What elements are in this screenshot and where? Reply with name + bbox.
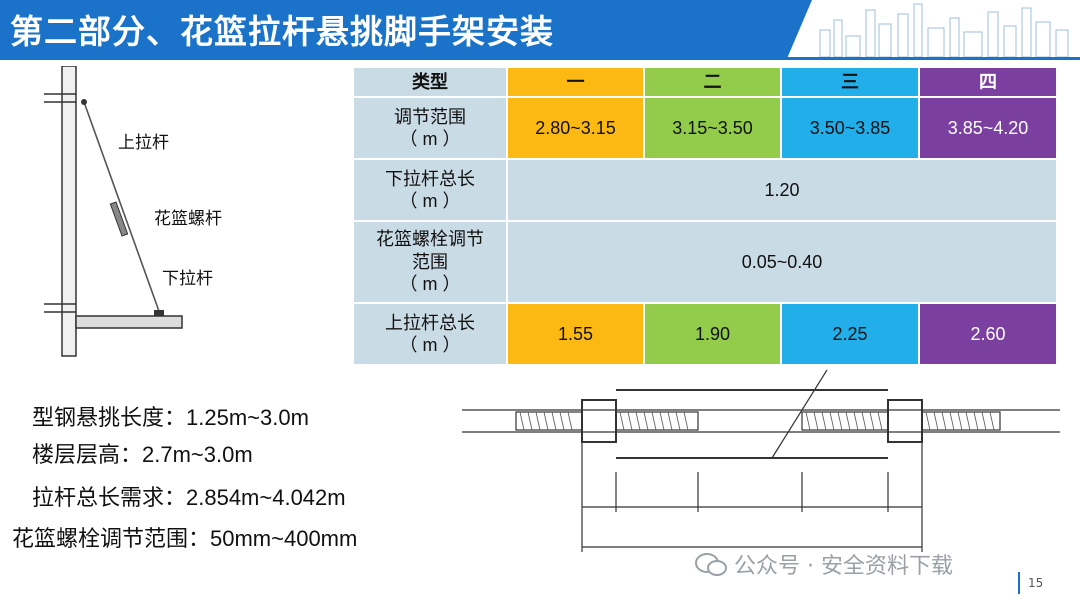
row-label-unit: （ m ） bbox=[399, 191, 461, 211]
row-label-text: 上拉杆总长 bbox=[385, 312, 475, 333]
adjust-range-3: 3.50~3.85 bbox=[780, 96, 920, 160]
cantilever-side-diagram bbox=[44, 66, 183, 357]
watermark-text: 公众号 · 安全资料下载 bbox=[734, 554, 953, 579]
note-bolt-range: 花篮螺栓调节范围：50mm~400mm bbox=[12, 526, 358, 551]
turnbuckle-label: 花篮螺杆 bbox=[154, 209, 222, 229]
header-type-1: 一 bbox=[506, 66, 645, 98]
table-header-row: 类型 一 二 三 四 bbox=[352, 66, 1058, 98]
row-label-text: 下拉杆总长 bbox=[385, 168, 475, 189]
adjust-range-4: 3.85~4.20 bbox=[918, 96, 1058, 160]
table-row: 上拉杆总长 （ m ） 1.55 1.90 2.25 2.60 bbox=[352, 302, 1058, 366]
page-number: 15 bbox=[1028, 576, 1044, 590]
upper-length-2: 1.90 bbox=[643, 302, 782, 366]
upper-length-3: 2.25 bbox=[780, 302, 920, 366]
wechat-icon bbox=[695, 553, 727, 576]
note-cantilever-length: 型钢悬挑长度：1.25m~3.0m bbox=[32, 405, 309, 430]
page-number-bar bbox=[1018, 572, 1020, 594]
table-row: 下拉杆总长 （ m ） 1.20 bbox=[352, 158, 1058, 222]
upper-length-1: 1.55 bbox=[506, 302, 645, 366]
row-label-bolt-range: 花篮螺栓调节 范围 （ m ） bbox=[352, 220, 508, 304]
bolt-range-value: 0.05~0.40 bbox=[506, 220, 1058, 304]
header-type-3: 三 bbox=[780, 66, 920, 98]
lower-rod-label: 下拉杆 bbox=[162, 269, 213, 289]
header-type: 类型 bbox=[352, 66, 508, 98]
row-label-lower-length: 下拉杆总长 （ m ） bbox=[352, 158, 508, 222]
skyline-decoration bbox=[819, 3, 1069, 57]
note-rod-length: 拉杆总长需求：2.854m~4.042m bbox=[32, 485, 346, 510]
row-label-text: 花篮螺栓调节 bbox=[376, 229, 484, 250]
row-label-text: 范围 bbox=[412, 251, 448, 272]
note-floor-height: 楼层层高：2.7m~3.0m bbox=[32, 442, 253, 467]
header-type-4: 四 bbox=[918, 66, 1058, 98]
table-row: 调节范围 （ m ） 2.80~3.15 3.15~3.50 3.50~3.85… bbox=[352, 96, 1058, 160]
adjust-range-2: 3.15~3.50 bbox=[643, 96, 782, 160]
row-label-unit: （ m ） bbox=[399, 335, 461, 355]
row-label-upper-length: 上拉杆总长 （ m ） bbox=[352, 302, 508, 366]
title-banner bbox=[0, 0, 812, 57]
lower-length-value: 1.20 bbox=[506, 158, 1058, 222]
page-title: 第二部分、花篮拉杆悬挑脚手架安装 bbox=[10, 12, 554, 51]
adjust-range-1: 2.80~3.15 bbox=[506, 96, 645, 160]
title-underline bbox=[0, 57, 1080, 60]
turnbuckle-spec-table: 类型 一 二 三 四 调节范围 （ m ） 2.80~3.15 3.15~3.5… bbox=[352, 66, 1058, 366]
row-label-unit: （ m ） bbox=[399, 274, 461, 295]
upper-rod-label: 上拉杆 bbox=[118, 133, 169, 153]
row-label-text: 调节范围 bbox=[394, 106, 466, 127]
header-type-2: 二 bbox=[643, 66, 782, 98]
turnbuckle-detail-diagram bbox=[462, 369, 1060, 552]
upper-length-4: 2.60 bbox=[918, 302, 1058, 366]
table-row: 花篮螺栓调节 范围 （ m ） 0.05~0.40 bbox=[352, 220, 1058, 304]
row-label-adjust-range: 调节范围 （ m ） bbox=[352, 96, 508, 160]
row-label-unit: （ m ） bbox=[399, 129, 461, 149]
